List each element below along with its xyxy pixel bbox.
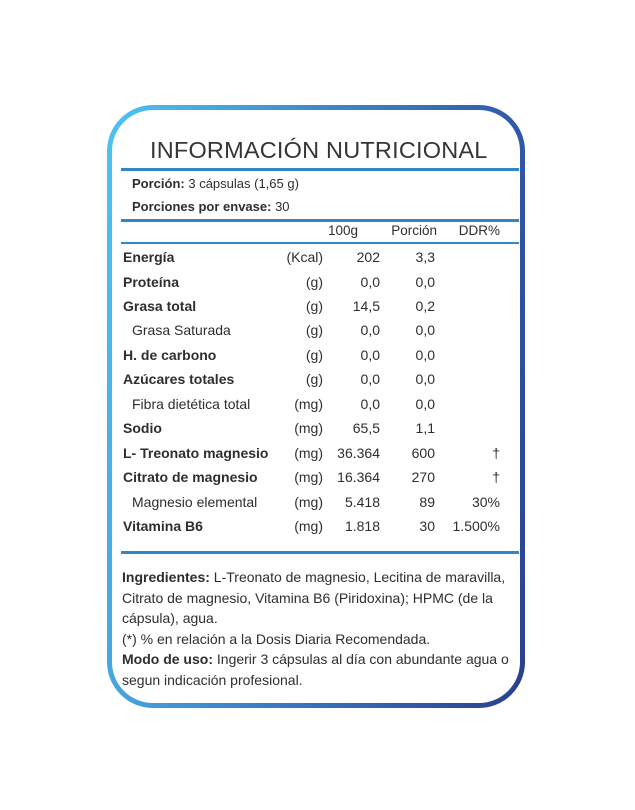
nutrient-unit: (mg) xyxy=(294,445,323,461)
nutrient-unit: (g) xyxy=(305,322,323,338)
servings-value: 30 xyxy=(275,199,290,214)
value-per-100g: 14,5 xyxy=(352,298,380,314)
value-per-portion: 89 xyxy=(419,494,435,510)
value-ddr: † xyxy=(492,445,500,461)
nutrient-unit: (Kcal) xyxy=(286,249,323,265)
ingredients-label: Ingredientes: xyxy=(122,569,210,585)
rule-top xyxy=(121,168,519,171)
nutrient-name: Energía xyxy=(123,249,175,265)
nutrient-row: Citrato de magnesio (mg) 16.364 270 † xyxy=(112,469,520,493)
value-per-100g: 0,0 xyxy=(360,322,380,338)
nutrient-name: Magnesio elemental xyxy=(132,494,258,510)
nutrient-unit: (mg) xyxy=(294,396,323,412)
value-ddr: 1.500% xyxy=(452,518,500,534)
nutrient-unit: (mg) xyxy=(294,518,323,534)
value-per-portion: 0,0 xyxy=(415,322,435,338)
nutrient-name: Grasa total xyxy=(123,298,197,314)
nutrient-name: Fibra dietética total xyxy=(132,396,251,412)
label-title: INFORMACIÓN NUTRICIONAL xyxy=(150,137,488,163)
nutrient-row: Vitamina B6 (mg) 1.818 30 1.500% xyxy=(112,518,520,542)
value-per-portion: 0,0 xyxy=(415,396,435,412)
value-per-100g: 0,0 xyxy=(360,396,380,412)
value-per-portion: 600 xyxy=(411,445,435,461)
serving-value: 3 cápsulas (1,65 g) xyxy=(188,176,299,191)
nutrient-unit: (g) xyxy=(305,298,323,314)
value-per-100g: 36.364 xyxy=(337,445,380,461)
value-per-portion: 3,3 xyxy=(415,249,435,265)
nutrient-unit: (g) xyxy=(305,347,323,363)
nutrition-panel: INFORMACIÓN NUTRICIONAL Porción: 3 cápsu… xyxy=(112,110,520,703)
nutrient-name: Vitamina B6 xyxy=(123,518,203,534)
nutrient-unit: (mg) xyxy=(294,420,323,436)
nutrient-unit: (g) xyxy=(305,274,323,290)
value-per-100g: 202 xyxy=(356,249,380,265)
nutrient-row: Proteína (g) 0,0 0,0 xyxy=(112,274,520,298)
value-per-portion: 30 xyxy=(419,518,435,534)
value-per-portion: 0,0 xyxy=(415,274,435,290)
nutrient-row: Magnesio elemental (mg) 5.418 89 30% xyxy=(112,494,520,518)
value-per-100g: 65,5 xyxy=(352,420,380,436)
value-per-portion: 1,1 xyxy=(415,420,435,436)
usage-label: Modo de uso: xyxy=(122,651,213,667)
serving-size: Porción: 3 cápsulas (1,65 g) xyxy=(132,176,299,191)
col-header-100g: 100g xyxy=(327,223,358,238)
nutrient-name: Proteína xyxy=(123,274,180,290)
nutrient-name: Azúcares totales xyxy=(123,371,235,387)
value-ddr: † xyxy=(492,469,500,485)
value-per-100g: 1.818 xyxy=(344,518,380,534)
col-header-ddr: DDR% xyxy=(458,223,500,238)
notes-section: Ingredientes: L-Treonato de magnesio, Le… xyxy=(122,567,512,690)
label-frame: INFORMACIÓN NUTRICIONAL Porción: 3 cápsu… xyxy=(107,105,525,708)
nutrient-row: Azúcares totales (g) 0,0 0,0 xyxy=(112,371,520,395)
value-ddr: 30% xyxy=(471,494,500,510)
servings-per-container: Porciones por envase: 30 xyxy=(132,199,290,214)
value-per-portion: 270 xyxy=(411,469,435,485)
nutrient-row: Fibra dietética total (mg) 0,0 0,0 xyxy=(112,396,520,420)
nutrient-row: Grasa total (g) 14,5 0,2 xyxy=(112,298,520,322)
value-per-100g: 16.364 xyxy=(337,469,380,485)
nutrient-unit: (g) xyxy=(305,371,323,387)
nutrient-name: H. de carbono xyxy=(123,347,217,363)
nutrient-row: H. de carbono (g) 0,0 0,0 xyxy=(112,347,520,371)
servings-label: Porciones por envase: xyxy=(132,199,272,214)
nutrient-row: Grasa Saturada (g) 0,0 0,0 xyxy=(112,322,520,346)
rule-header xyxy=(121,242,519,244)
nutrient-row: Energía (Kcal) 202 3,3 xyxy=(112,249,520,273)
nutrient-name: L- Treonato magnesio xyxy=(123,445,269,461)
nutrient-name: Grasa Saturada xyxy=(132,322,231,338)
nutrient-row: L- Treonato magnesio (mg) 36.364 600 † xyxy=(112,445,520,469)
ingredients-text: L-Treonato de magnesio, Lecitina de mara… xyxy=(122,569,506,626)
value-per-portion: 0,0 xyxy=(415,371,435,387)
nutrient-unit: (mg) xyxy=(294,494,323,510)
nutrient-unit: (mg) xyxy=(294,469,323,485)
rule-serving xyxy=(121,219,519,222)
value-per-portion: 0,2 xyxy=(415,298,435,314)
value-per-portion: 0,0 xyxy=(415,347,435,363)
value-per-100g: 5.418 xyxy=(344,494,380,510)
usage-text: Ingerir 3 cápsulas al día con abundante … xyxy=(122,651,509,688)
value-per-100g: 0,0 xyxy=(360,371,380,387)
rule-bottom xyxy=(121,551,519,554)
nutrient-name: Sodio xyxy=(123,420,162,436)
col-header-portion: Porción xyxy=(391,223,437,238)
serving-label: Porción: xyxy=(132,176,185,191)
nutrient-name: Citrato de magnesio xyxy=(123,469,258,485)
ddr-note: (*) % en relación a la Dosis Diaria Reco… xyxy=(122,630,431,647)
value-per-100g: 0,0 xyxy=(360,274,380,290)
value-per-100g: 0,0 xyxy=(360,347,380,363)
nutrient-row: Sodio (mg) 65,5 1,1 xyxy=(112,420,520,444)
